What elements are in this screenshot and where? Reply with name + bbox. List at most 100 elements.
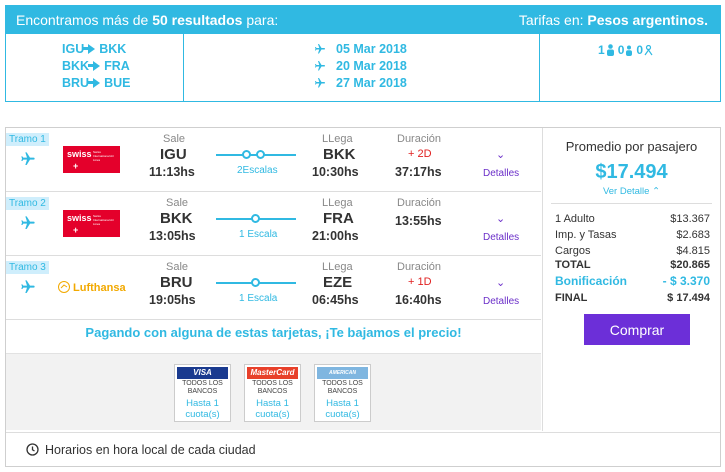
arrow-right-icon — [83, 43, 96, 54]
arrival-label: LLega — [322, 261, 353, 273]
flight-segment: Tramo 3 Lufthansa Sale BRU 19:05hs 1 Esc… — [6, 256, 541, 320]
arrival-airport: FRA — [323, 210, 354, 227]
plane-icon — [315, 60, 325, 70]
child-icon — [626, 45, 633, 56]
date-item: 27 Mar 2018 — [314, 74, 539, 91]
arrival-airport: BKK — [323, 146, 356, 163]
payment-cards: VISA TODOS LOS BANCOS Hasta 1 cuota(s) M… — [6, 353, 541, 430]
departure-time: 13:05hs — [149, 229, 196, 243]
lufthansa-logo: Lufthansa — [58, 274, 126, 301]
fares-currency-text: Tarifas en: Pesos argentinos. — [518, 12, 708, 28]
arrival-time: 10:30hs — [312, 165, 359, 179]
plane-icon — [315, 77, 325, 87]
chevron-down-icon[interactable]: ⌄ — [496, 213, 506, 225]
children-count: 0 — [617, 43, 625, 57]
infant-icon — [644, 44, 653, 55]
arrow-right-icon — [88, 77, 101, 88]
duration-label: Duración — [397, 261, 442, 273]
date-list: 05 Mar 2018 20 Mar 2018 27 Mar 2018 — [184, 34, 540, 101]
route-list: IGU BKK BKK FRA BRU BUE — [6, 34, 184, 101]
route-item: BKK FRA — [62, 58, 130, 73]
search-summary: Encontramos más de 50 resultados para: T… — [5, 5, 721, 102]
flight-segment: Tramo 1 swiss Swiss International Air Li… — [6, 128, 541, 192]
adults-count: 1 — [598, 43, 605, 57]
chevron-up-icon: ⌃ — [652, 186, 661, 197]
swiss-logo: swiss Swiss International Air Lines + — [63, 210, 120, 237]
visa-logo: VISA — [177, 367, 228, 379]
details-link[interactable]: Detalles — [483, 168, 520, 179]
chevron-down-icon[interactable]: ⌄ — [496, 277, 506, 289]
details-link[interactable]: Detalles — [483, 296, 520, 307]
passenger-counts: 1 0 0 — [540, 34, 720, 101]
price-row: 1 Adulto $13.367 — [555, 213, 710, 225]
duration-label: Duración — [397, 197, 442, 209]
card-amex[interactable]: AMERICAN EXPRESS TODOS LOS BANCOS Hasta … — [314, 364, 371, 422]
adult-icon — [606, 44, 614, 56]
duration: 13:55hs — [395, 214, 442, 228]
departure-airport: BKK — [160, 210, 193, 227]
departure-airport: IGU — [160, 146, 187, 163]
stop-dot — [242, 150, 251, 159]
amex-logo: AMERICAN EXPRESS — [317, 367, 368, 388]
price-row: Cargos $4.815 — [555, 245, 710, 257]
plane-icon — [21, 216, 35, 229]
currency: Pesos argentinos. — [587, 12, 708, 28]
price-discount-row: Bonificación - $ 3.370 — [555, 274, 710, 288]
arrival-time: 21:00hs — [312, 229, 359, 243]
card-mastercard[interactable]: MasterCard TODOS LOS BANCOS Hasta 1 cuot… — [244, 364, 301, 422]
duration: 37:17hs — [395, 165, 442, 179]
route-item: IGU BKK — [62, 41, 127, 56]
date-item: 20 Mar 2018 — [314, 57, 539, 74]
arrival-label: LLega — [322, 133, 353, 145]
date-item: 05 Mar 2018 — [314, 40, 539, 57]
plus-days: + 2D — [408, 148, 432, 160]
price-row: Imp. y Tasas $2.683 — [555, 229, 710, 241]
stops-count: 2Escalas — [237, 165, 278, 176]
summary-bar: Encontramos más de 50 resultados para: T… — [6, 6, 720, 34]
arrival-time: 06:45hs — [312, 293, 359, 307]
stop-dot — [251, 214, 260, 223]
details-link[interactable]: Detalles — [483, 232, 520, 243]
crane-icon — [58, 281, 70, 293]
flight-segment: Tramo 2 swiss Swiss International Air Li… — [6, 192, 541, 256]
departure-time: 19:05hs — [149, 293, 196, 307]
flight-result-card: Tramo 1 swiss Swiss International Air Li… — [5, 127, 721, 467]
stops-count: 1 Escala — [239, 293, 278, 304]
clock-icon — [26, 443, 39, 456]
route-item: BRU BUE — [62, 75, 131, 90]
swiss-logo: swiss Swiss International Air Lines + — [63, 146, 120, 173]
stop-dot — [256, 150, 265, 159]
plus-days: + 1D — [408, 276, 432, 288]
departure-label: Sale — [163, 133, 186, 145]
departure-label: Sale — [166, 261, 189, 273]
infants-count: 0 — [636, 43, 644, 57]
stop-dot — [251, 278, 260, 287]
departure-airport: BRU — [160, 274, 193, 291]
departure-time: 11:13hs — [149, 165, 195, 179]
price-amount: $17.494 — [595, 161, 668, 183]
buy-button[interactable]: Comprar — [584, 314, 690, 345]
price-total-row: TOTAL $20.865 — [555, 259, 710, 271]
duration: 16:40hs — [395, 293, 442, 307]
plane-icon — [21, 280, 35, 293]
results-count-text: Encontramos más de 50 resultados para: — [16, 12, 279, 28]
price-title: Promedio por pasajero — [565, 139, 698, 154]
segment-label: Tramo 1 — [6, 133, 49, 146]
chevron-down-icon[interactable]: ⌄ — [496, 149, 506, 161]
plane-icon — [315, 43, 325, 53]
price-final-row: FINAL $ 17.494 — [555, 292, 710, 304]
duration-label: Duración — [397, 133, 442, 145]
ver-detalle-link[interactable]: Ver Detalle ⌃ — [602, 186, 661, 197]
promo-title: Pagando con alguna de estas tarjetas, ¡T… — [85, 325, 462, 340]
card-visa[interactable]: VISA TODOS LOS BANCOS Hasta 1 cuota(s) — [174, 364, 231, 422]
plane-icon — [21, 152, 35, 165]
footer-note: Horarios en hora local de cada ciudad — [6, 432, 720, 466]
arrival-airport: EZE — [323, 274, 353, 291]
arrow-right-icon — [88, 60, 101, 71]
segment-label: Tramo 3 — [6, 261, 49, 274]
arrival-label: LLega — [322, 197, 353, 209]
departure-label: Sale — [166, 197, 189, 209]
price-panel: Promedio por pasajero $17.494 Ver Detall… — [542, 128, 720, 431]
results-count: 50 resultados — [152, 12, 243, 28]
segment-label: Tramo 2 — [6, 197, 49, 210]
